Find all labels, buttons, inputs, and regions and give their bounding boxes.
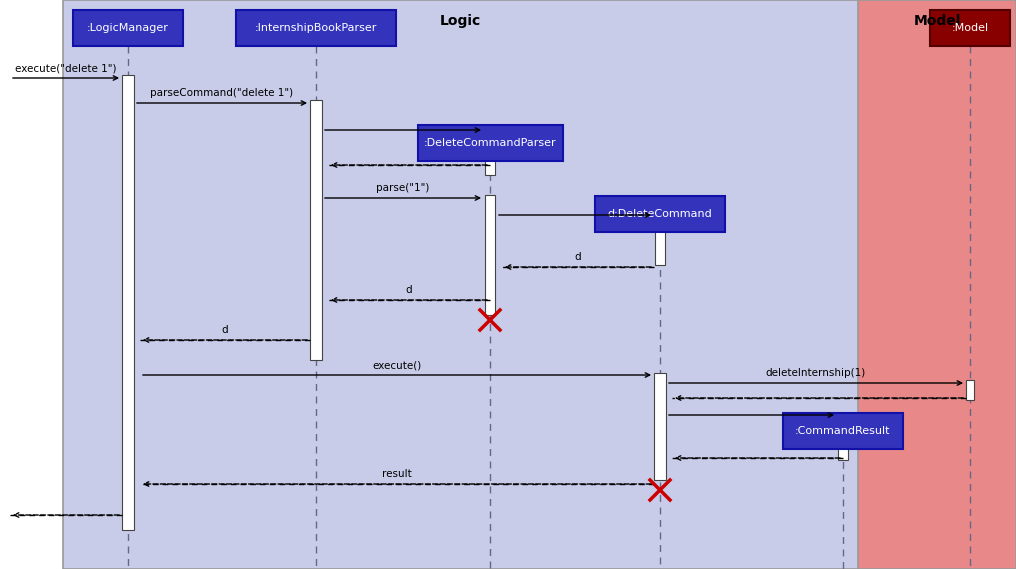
Bar — [838, 430, 848, 460]
Bar — [310, 100, 322, 360]
Bar — [595, 196, 725, 232]
Text: :Model: :Model — [951, 23, 989, 33]
Text: parse("1"): parse("1") — [376, 183, 430, 193]
Text: d: d — [405, 285, 412, 295]
Bar — [485, 140, 495, 175]
Text: deleteInternship(1): deleteInternship(1) — [766, 368, 866, 378]
Text: d:DeleteCommand: d:DeleteCommand — [608, 209, 712, 219]
Text: :LogicManager: :LogicManager — [87, 23, 169, 33]
Text: :CommandResult: :CommandResult — [796, 426, 891, 436]
Bar — [236, 10, 396, 46]
Bar — [966, 380, 974, 400]
Bar — [63, 0, 920, 569]
Bar — [655, 212, 665, 265]
Bar — [122, 75, 134, 530]
Bar — [485, 195, 495, 315]
Text: execute(): execute() — [373, 360, 422, 370]
Bar — [858, 0, 1016, 569]
Bar — [654, 373, 666, 480]
Text: execute("delete 1"): execute("delete 1") — [15, 63, 117, 73]
Bar — [73, 10, 183, 46]
Bar — [930, 10, 1010, 46]
Text: :InternshipBookParser: :InternshipBookParser — [255, 23, 377, 33]
Text: result: result — [382, 469, 411, 479]
Text: parseCommand("delete 1"): parseCommand("delete 1") — [150, 88, 294, 98]
Text: :DeleteCommandParser: :DeleteCommandParser — [424, 138, 557, 148]
Text: Logic: Logic — [439, 14, 481, 28]
Text: d: d — [221, 325, 229, 335]
Bar — [783, 413, 903, 449]
Bar — [418, 125, 563, 161]
Text: Model: Model — [913, 14, 961, 28]
Text: d: d — [575, 252, 581, 262]
